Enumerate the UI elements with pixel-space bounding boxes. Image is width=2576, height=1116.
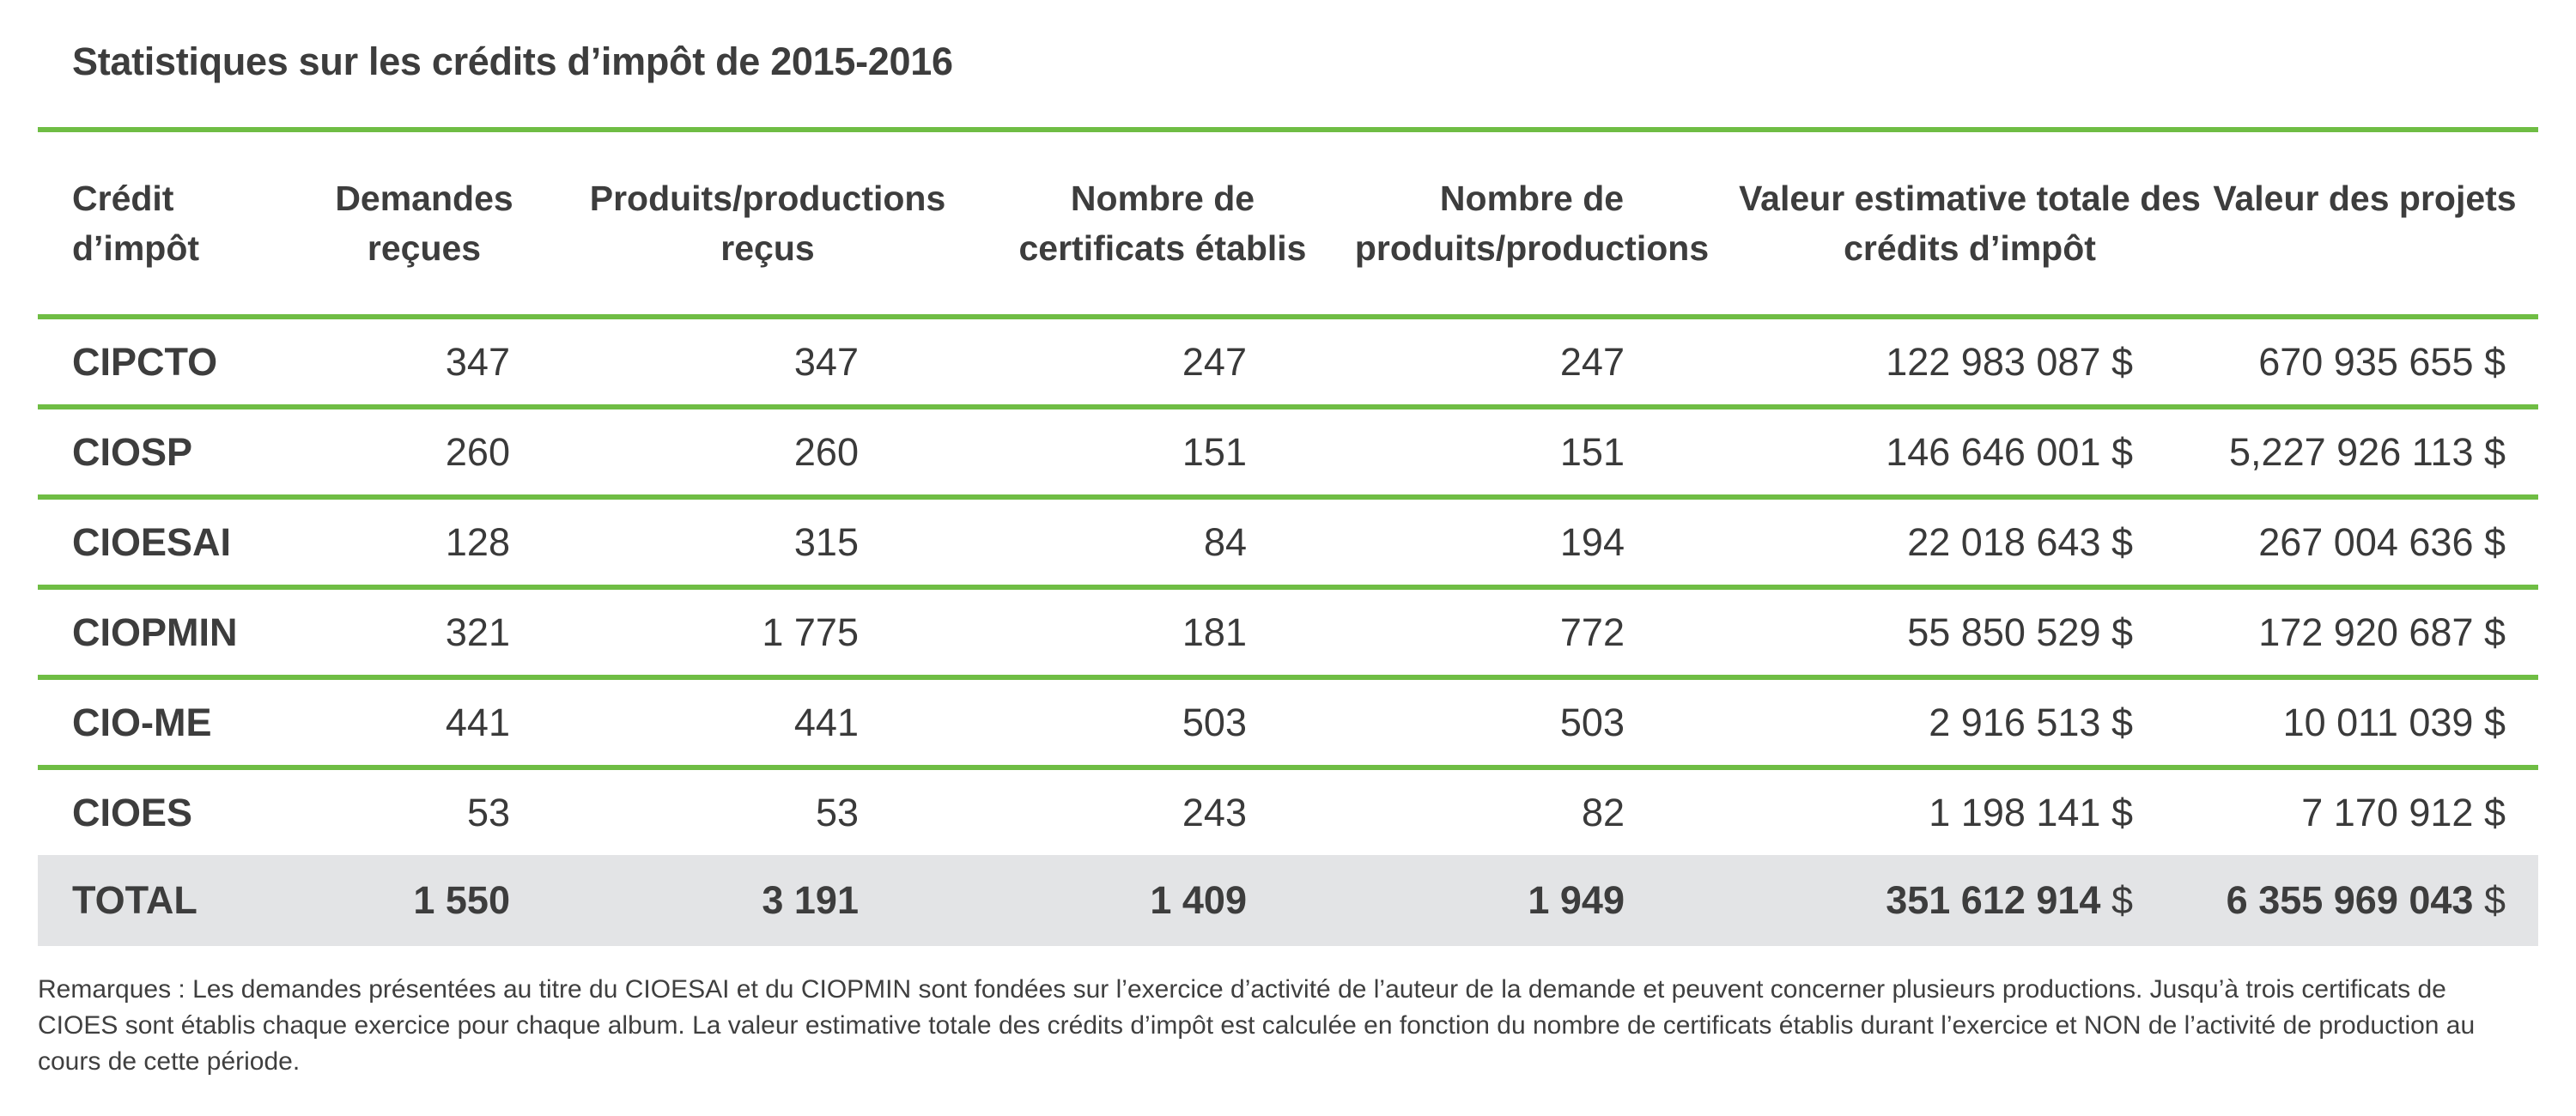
cell-credit: CIPCTO bbox=[72, 340, 218, 384]
cell-nombre: 194 bbox=[1559, 520, 1625, 564]
total-valeur-projets-amount: 6 355 969 043 bbox=[2226, 878, 2474, 922]
cell-nombre: 82 bbox=[1581, 791, 1625, 834]
table-row: CIOES 53 53 243 82 1 198 141 $ 7 170 912… bbox=[38, 770, 2538, 855]
cell-certificats: 243 bbox=[1182, 791, 1247, 834]
header-credit: Crédit d’impôt bbox=[72, 179, 200, 268]
header-valeur-projets: Valeur des projets bbox=[2213, 179, 2517, 218]
table-row: CIPCTO 347 347 247 247 122 983 087 $ 670… bbox=[38, 319, 2538, 404]
cell-certificats: 181 bbox=[1182, 610, 1247, 654]
cell-valeur-credits: 2 916 513 $ bbox=[1929, 701, 2133, 744]
cell-credit: CIOES bbox=[72, 791, 193, 834]
cell-valeur-projets: 670 935 655 $ bbox=[2258, 340, 2506, 384]
cell-certificats: 151 bbox=[1182, 430, 1247, 474]
cell-demandes: 260 bbox=[445, 430, 510, 474]
cell-demandes: 128 bbox=[445, 520, 510, 564]
currency-symbol: $ bbox=[2111, 878, 2133, 922]
cell-credit: CIO-ME bbox=[72, 701, 212, 744]
cell-valeur-credits: 122 983 087 $ bbox=[1886, 340, 2133, 384]
total-certificats: 1 409 bbox=[1150, 878, 1247, 922]
cell-credit: CIOPMIN bbox=[72, 610, 238, 654]
cell-valeur-projets: 7 170 912 $ bbox=[2301, 791, 2506, 834]
currency-symbol: $ bbox=[2483, 878, 2506, 922]
cell-produits: 315 bbox=[793, 520, 859, 564]
cell-valeur-credits: 22 018 643 $ bbox=[1907, 520, 2133, 564]
table-title: Statistiques sur les crédits d’impôt de … bbox=[72, 39, 953, 83]
header-produits: Produits/productions reçus bbox=[589, 179, 946, 268]
cell-demandes: 53 bbox=[466, 791, 510, 834]
table-rule bbox=[38, 127, 2538, 132]
header-certificats: Nombre de certificats établis bbox=[1018, 179, 1307, 268]
cell-valeur-credits: 146 646 001 $ bbox=[1886, 430, 2133, 474]
cell-nombre: 247 bbox=[1559, 340, 1625, 384]
cell-demandes: 347 bbox=[445, 340, 510, 384]
cell-valeur-credits: 55 850 529 $ bbox=[1907, 610, 2133, 654]
table-rule bbox=[38, 675, 2538, 680]
cell-valeur-projets: 5,227 926 113 $ bbox=[2229, 430, 2506, 474]
cell-produits: 260 bbox=[793, 430, 859, 474]
table-row: CIO-ME 441 441 503 503 2 916 513 $ 10 01… bbox=[38, 680, 2538, 765]
cell-produits: 441 bbox=[793, 701, 859, 744]
total-label: TOTAL bbox=[72, 878, 197, 922]
cell-credit: CIOSP bbox=[72, 430, 193, 474]
table-notes: Remarques : Les demandes présentées au t… bbox=[38, 975, 2476, 1076]
total-row: TOTAL 1 550 3 191 1 409 1 949 351 612 91… bbox=[38, 855, 2538, 946]
cell-produits: 1 775 bbox=[762, 610, 859, 654]
cell-produits: 53 bbox=[815, 791, 859, 834]
cell-demandes: 321 bbox=[445, 610, 510, 654]
cell-nombre: 772 bbox=[1559, 610, 1625, 654]
table-rule bbox=[38, 765, 2538, 770]
cell-nombre: 151 bbox=[1559, 430, 1625, 474]
cell-certificats: 503 bbox=[1182, 701, 1247, 744]
cell-certificats: 247 bbox=[1182, 340, 1247, 384]
cell-valeur-projets: 10 011 039 $ bbox=[2282, 701, 2506, 744]
tax-credit-table: Crédit d’impôt Demandes reçues Produits/… bbox=[38, 127, 2538, 946]
cell-valeur-projets: 172 920 687 $ bbox=[2258, 610, 2506, 654]
header-nombre: Nombre de produits/productions bbox=[1354, 179, 1710, 268]
total-valeur-credits-amount: 351 612 914 bbox=[1886, 878, 2101, 922]
cell-certificats: 84 bbox=[1203, 520, 1247, 564]
cell-valeur-projets: 267 004 636 $ bbox=[2258, 520, 2506, 564]
total-valeur-credits: 351 612 914 $ bbox=[1669, 855, 2133, 946]
table-row: CIOESAI 128 315 84 194 22 018 643 $ 267 … bbox=[38, 500, 2538, 585]
table-row: CIOPMIN 321 1 775 181 772 55 850 529 $ 1… bbox=[38, 590, 2538, 675]
total-nombre: 1 949 bbox=[1528, 878, 1625, 922]
header-valeur-credits: Valeur estimative totale des crédits d’i… bbox=[1739, 179, 2201, 268]
total-produits: 3 191 bbox=[762, 878, 859, 922]
table-rule bbox=[38, 494, 2538, 500]
cell-valeur-credits: 1 198 141 $ bbox=[1929, 791, 2133, 834]
table-rule bbox=[38, 314, 2538, 319]
table-row: CIOSP 260 260 151 151 146 646 001 $ 5,22… bbox=[38, 409, 2538, 494]
cell-nombre: 503 bbox=[1559, 701, 1625, 744]
table-rule bbox=[38, 585, 2538, 590]
table-rule bbox=[38, 404, 2538, 409]
cell-demandes: 441 bbox=[445, 701, 510, 744]
cell-credit: CIOESAI bbox=[72, 520, 232, 564]
header-demandes: Demandes reçues bbox=[335, 179, 513, 268]
total-demandes: 1 550 bbox=[413, 878, 510, 922]
header-row: Crédit d’impôt Demandes reçues Produits/… bbox=[38, 132, 2538, 314]
total-valeur-projets: 6 355 969 043 $ bbox=[2142, 855, 2506, 946]
cell-produits: 347 bbox=[793, 340, 859, 384]
